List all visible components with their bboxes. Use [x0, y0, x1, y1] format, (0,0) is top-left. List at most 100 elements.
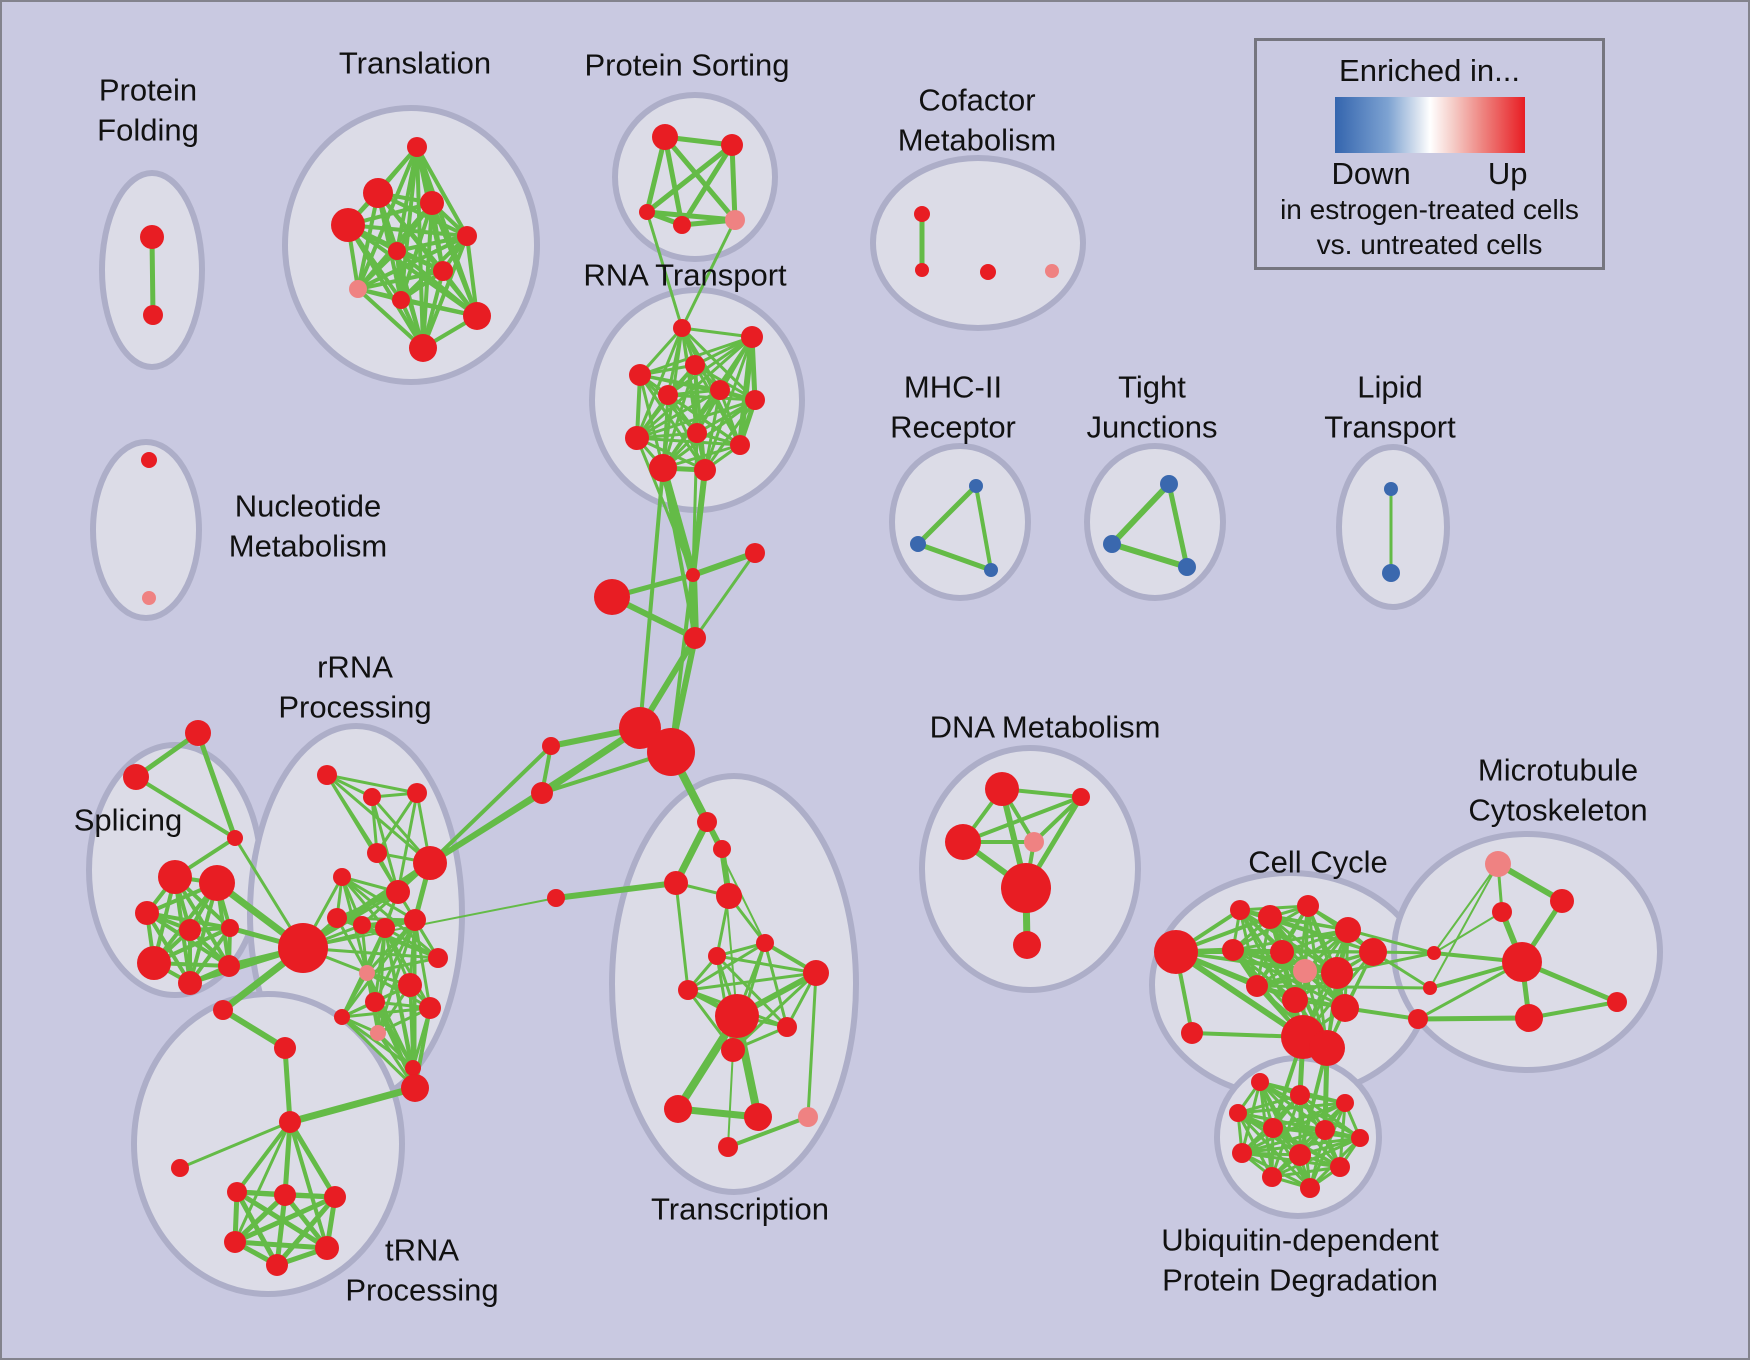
node	[713, 840, 731, 858]
node	[718, 1137, 738, 1157]
node	[910, 536, 926, 552]
node	[1515, 1004, 1543, 1032]
node	[404, 909, 426, 931]
edge	[680, 326, 754, 339]
node	[985, 772, 1019, 806]
node	[686, 568, 700, 582]
edge	[235, 1120, 292, 1194]
edge	[286, 1084, 419, 1126]
edge	[693, 551, 757, 640]
edge	[729, 142, 738, 223]
edge	[1270, 1136, 1362, 1179]
edge	[731, 971, 818, 1052]
node	[405, 1060, 421, 1076]
edge	[727, 1049, 734, 1148]
edge	[428, 744, 553, 865]
cluster-label-tight-junctions: Tight Junctions	[1087, 370, 1218, 445]
node	[141, 452, 157, 468]
node	[1178, 558, 1196, 576]
cluster-ellipse-mhc-ii-receptor	[889, 443, 1031, 601]
edge	[974, 484, 993, 572]
node	[178, 971, 202, 995]
node	[1321, 957, 1353, 989]
edge	[635, 326, 684, 440]
node	[409, 334, 437, 362]
edge	[415, 145, 469, 238]
cluster-label-lipid-transport: Lipid Transport	[1324, 370, 1456, 445]
edge	[915, 541, 994, 573]
edge	[178, 1120, 292, 1170]
node	[547, 889, 565, 907]
edge	[346, 223, 469, 238]
edge	[638, 466, 665, 730]
edge	[662, 134, 685, 228]
node	[629, 364, 651, 386]
node	[279, 1111, 301, 1133]
edge	[340, 918, 417, 1019]
edge	[340, 971, 369, 1019]
edge	[1429, 863, 1499, 989]
node	[457, 226, 477, 246]
node	[969, 479, 983, 493]
node	[777, 1017, 797, 1037]
edge	[356, 249, 399, 291]
node	[1427, 946, 1441, 960]
node	[370, 1025, 386, 1041]
cluster-label-rrna-processing: rRNA Processing	[278, 650, 431, 725]
node	[980, 264, 996, 280]
node	[673, 216, 691, 234]
node	[398, 973, 422, 997]
node	[1230, 900, 1250, 920]
edge	[1032, 795, 1083, 844]
node	[798, 1107, 818, 1127]
edge	[300, 860, 433, 951]
node	[1103, 535, 1121, 553]
node	[725, 210, 745, 230]
node	[741, 326, 763, 348]
edge	[1255, 928, 1350, 988]
edge	[288, 1120, 329, 1250]
node	[1222, 939, 1244, 961]
edge	[373, 918, 417, 1004]
node	[135, 901, 159, 925]
node	[367, 843, 387, 863]
node	[915, 263, 929, 277]
edge	[234, 1189, 280, 1268]
edge	[1166, 481, 1190, 570]
edge	[383, 926, 432, 1010]
node	[1351, 1129, 1369, 1147]
edge	[1298, 1046, 1329, 1157]
node	[199, 865, 235, 901]
legend-up-label: Up	[1487, 156, 1528, 191]
edge	[340, 1006, 432, 1019]
node	[327, 908, 347, 928]
node	[1251, 1073, 1269, 1091]
edge	[383, 926, 440, 960]
node	[1154, 930, 1198, 974]
edge	[680, 326, 757, 402]
node	[1382, 564, 1400, 582]
node	[142, 591, 156, 605]
node	[1502, 942, 1542, 982]
edge	[287, 1119, 338, 1200]
node	[639, 204, 655, 220]
edge	[395, 249, 479, 318]
edge	[669, 468, 707, 754]
edge	[715, 954, 818, 975]
node	[171, 1159, 189, 1177]
node	[1232, 1143, 1252, 1163]
cluster-ellipse-trna-processing	[131, 991, 405, 1297]
node	[1270, 940, 1294, 964]
node	[721, 1038, 745, 1062]
edge	[375, 791, 419, 855]
node	[353, 916, 371, 934]
node	[1290, 1085, 1310, 1105]
edge	[232, 1192, 288, 1245]
edge	[806, 971, 818, 1119]
edge	[1270, 1165, 1342, 1179]
node	[278, 923, 328, 973]
cluster-label-translation: Translation	[339, 46, 491, 81]
edge	[686, 971, 818, 992]
edge	[1236, 1093, 1302, 1115]
